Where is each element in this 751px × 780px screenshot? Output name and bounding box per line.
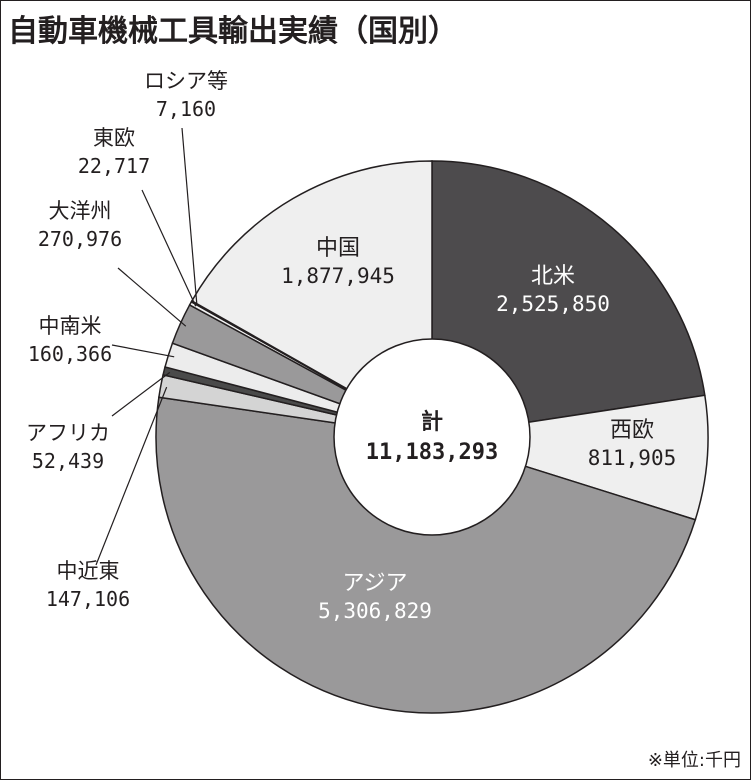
slice-value-oceania: 270,976 — [38, 227, 122, 251]
slice-value-latin-america: 160,366 — [28, 342, 112, 366]
leader-line-russia — [181, 127, 198, 305]
slice-value-middle-east: 147,106 — [46, 587, 130, 611]
unit-note: ※単位:千円 — [647, 750, 741, 771]
donut-hole — [333, 338, 531, 536]
slice-value-north-america: 2,525,850 — [496, 292, 610, 316]
leader-line-east-europe — [141, 189, 197, 307]
chart-title: 自動車機械工具輸出実績（国別） — [8, 14, 458, 49]
slice-label-russia: ロシア等 — [144, 69, 228, 93]
slice-label-asia: アジア — [342, 571, 407, 596]
slice-label-africa: アフリカ — [26, 421, 110, 445]
slice-west-europe — [431, 394, 709, 521]
leader-line-oceania — [117, 267, 187, 327]
slice-label-middle-east: 中近東 — [57, 559, 120, 583]
center-total-label: 計 — [421, 409, 443, 435]
slice-label-oceania: 大洋州 — [49, 199, 112, 223]
slice-value-east-europe: 22,717 — [78, 154, 150, 178]
leader-line-latin-america — [111, 344, 175, 358]
slice-value-africa: 52,439 — [32, 449, 104, 473]
center-total-value: 11,183,293 — [366, 440, 498, 465]
slice-label-latin-america: 中南米 — [39, 314, 102, 338]
slice-label-east-europe: 東欧 — [93, 126, 135, 150]
slice-label-china: 中国 — [316, 236, 360, 261]
slice-asia — [155, 396, 697, 714]
slice-label-west-europe: 西欧 — [610, 418, 654, 443]
slice-value-russia: 7,160 — [156, 97, 216, 121]
slice-value-asia: 5,306,829 — [318, 599, 432, 623]
leader-line-africa — [111, 371, 171, 417]
slice-value-west-europe: 811,905 — [588, 446, 677, 470]
slice-label-north-america: 北米 — [531, 264, 575, 289]
leader-line-middle-east — [95, 386, 168, 566]
slice-value-china: 1,877,945 — [281, 264, 395, 288]
